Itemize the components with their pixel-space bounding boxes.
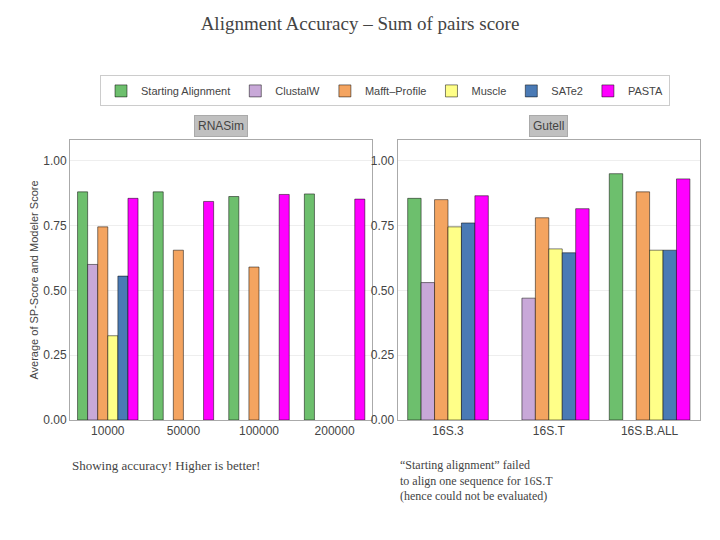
- svg-text:Mafft–Profile: Mafft–Profile: [365, 85, 427, 97]
- svg-text:100000: 100000: [239, 424, 279, 438]
- svg-text:16S.B.ALL: 16S.B.ALL: [621, 424, 679, 438]
- svg-text:“Starting alignment” failedto: “Starting alignment” failedto align one …: [400, 458, 553, 503]
- svg-text:Muscle: Muscle: [471, 85, 506, 97]
- svg-text:Starting Alignment: Starting Alignment: [141, 85, 230, 97]
- svg-text:16S.T: 16S.T: [533, 424, 566, 438]
- svg-text:1.00: 1.00: [43, 154, 67, 168]
- svg-text:Gutell: Gutell: [533, 119, 564, 133]
- svg-text:0.00: 0.00: [371, 413, 395, 427]
- svg-text:16S.3: 16S.3: [432, 424, 464, 438]
- svg-text:ClustalW: ClustalW: [275, 85, 320, 97]
- svg-text:0.50: 0.50: [43, 284, 67, 298]
- svg-text:0.25: 0.25: [371, 348, 395, 362]
- svg-text:RNASim: RNASim: [198, 119, 244, 133]
- svg-text:PASTA: PASTA: [628, 85, 663, 97]
- svg-text:Showing accuracy! Higher is be: Showing accuracy! Higher is better!: [72, 458, 260, 473]
- svg-text:200000: 200000: [315, 424, 355, 438]
- svg-text:0.75: 0.75: [371, 219, 395, 233]
- svg-text:Alignment Accuracy – Sum of pa: Alignment Accuracy – Sum of pairs score: [201, 13, 520, 34]
- svg-text:0.25: 0.25: [43, 348, 67, 362]
- svg-text:1.00: 1.00: [371, 154, 395, 168]
- svg-text:SATe2: SATe2: [551, 85, 583, 97]
- svg-text:0.00: 0.00: [43, 413, 67, 427]
- svg-text:0.50: 0.50: [371, 284, 395, 298]
- svg-text:Average of SP-Score and Modele: Average of SP-Score and Modeler Score: [28, 180, 40, 379]
- svg-text:0.75: 0.75: [43, 219, 67, 233]
- svg-text:10000: 10000: [91, 424, 125, 438]
- svg-text:50000: 50000: [167, 424, 201, 438]
